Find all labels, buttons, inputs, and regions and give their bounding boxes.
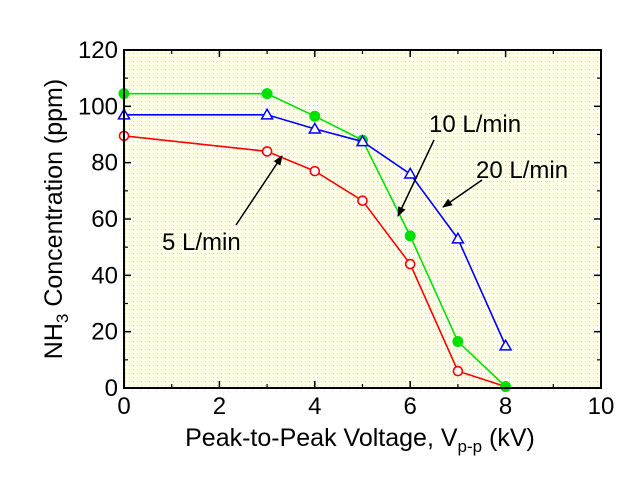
annotation-20-lmin: 20 L/min xyxy=(476,157,568,184)
annotation-5-lmin-arrow xyxy=(235,155,283,226)
x-tick-label: 6 xyxy=(404,393,417,420)
x-tick-label: 0 xyxy=(117,393,130,420)
plot-frame xyxy=(123,49,602,389)
data-point xyxy=(261,146,273,157)
data-point xyxy=(261,88,273,100)
x-tick-label: 4 xyxy=(308,393,321,420)
data-point xyxy=(403,166,417,179)
data-point xyxy=(404,230,416,242)
data-point xyxy=(355,134,370,147)
y-tick-label: 60 xyxy=(91,206,118,233)
x-axis-title: Peak-to-Peak Voltage, Vp-p (kV) xyxy=(185,424,535,456)
annotation-10-lmin-arrow xyxy=(397,139,435,217)
data-point xyxy=(500,381,512,393)
series-layer xyxy=(117,88,513,393)
data-point xyxy=(404,258,416,270)
annotation-20-lmin-arrow xyxy=(442,179,483,208)
annotation-5-lmin: 5 L/min xyxy=(162,229,241,256)
y-tick-label: 80 xyxy=(91,150,118,177)
data-point xyxy=(260,107,274,120)
data-point xyxy=(498,338,513,351)
y-axis-title-subscript: 3 xyxy=(53,314,72,323)
data-point xyxy=(452,336,464,348)
data-point xyxy=(452,365,464,377)
y-tick-label: 20 xyxy=(91,319,118,346)
y-tick-label: 120 xyxy=(78,37,118,64)
plot-background xyxy=(124,50,601,388)
y-tick-label: 100 xyxy=(78,93,118,120)
x-axis-title-subscript: p-p xyxy=(458,437,483,456)
x-tick-label: 10 xyxy=(588,393,615,420)
data-point xyxy=(357,195,368,206)
data-point xyxy=(309,165,321,177)
annotations-layer: 5 L/min 10 L/min 20 L/min xyxy=(162,111,568,256)
y-tick-label: 40 xyxy=(91,262,118,289)
y-axis-title: NH3 Concentration (ppm) xyxy=(40,79,72,359)
y-tick-labels: 0 20 40 60 80 100 120 xyxy=(78,37,118,402)
x-tick-labels: 0 2 4 6 8 10 xyxy=(117,393,614,420)
annotation-10-lmin: 10 L/min xyxy=(429,111,521,138)
x-tick-label: 2 xyxy=(213,393,226,420)
data-point xyxy=(308,121,322,134)
data-point xyxy=(309,110,321,122)
x-tick-label: 8 xyxy=(499,393,512,420)
y-tick-label: 0 xyxy=(105,375,118,402)
data-point xyxy=(451,231,465,244)
series-20-l-min xyxy=(117,107,513,351)
